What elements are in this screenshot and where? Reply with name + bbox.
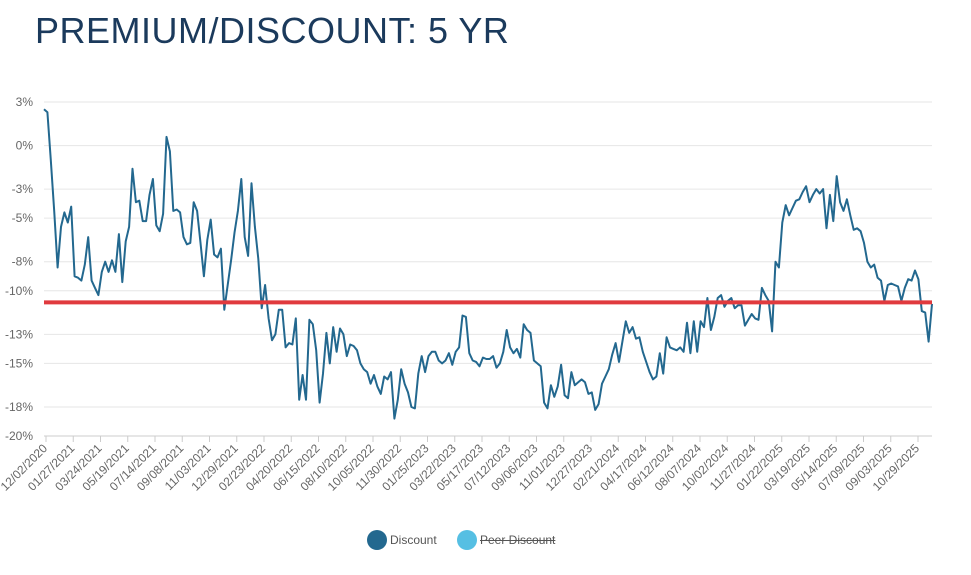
chart-legend: Discount Peer Discount xyxy=(0,530,971,552)
y-tick-label: -8% xyxy=(12,255,34,269)
discount-legend-swatch xyxy=(367,530,387,550)
y-tick-label: -15% xyxy=(5,356,33,370)
y-tick-label: -18% xyxy=(5,400,33,414)
chart-grid xyxy=(44,101,932,437)
x-axis-ticks: 12/02/202001/27/202103/24/202105/19/2021… xyxy=(0,435,932,494)
y-tick-label: -13% xyxy=(5,327,33,341)
legend-item-discount[interactable]: Discount xyxy=(367,530,437,550)
y-tick-label: 3% xyxy=(16,95,34,109)
page-title: PREMIUM/DISCOUNT: 5 YR xyxy=(35,10,510,51)
peer-discount-legend-swatch xyxy=(457,530,477,550)
y-tick-label: -10% xyxy=(5,284,33,298)
legend-item-peer-discount[interactable]: Peer Discount xyxy=(457,530,555,550)
y-tick-label: -3% xyxy=(12,182,34,196)
y-tick-label: -5% xyxy=(12,211,34,225)
y-tick-label: -20% xyxy=(5,429,33,443)
legend-label-peer-discount: Peer Discount xyxy=(480,533,556,547)
y-axis-ticks: 3% 0% -3% -5% -8% -10% -13% -15% -18% -20% xyxy=(5,95,33,443)
chart-series xyxy=(43,108,933,420)
y-tick-label: 0% xyxy=(16,139,34,153)
discount-series-line xyxy=(43,108,933,420)
legend-label-discount: Discount xyxy=(390,533,437,547)
